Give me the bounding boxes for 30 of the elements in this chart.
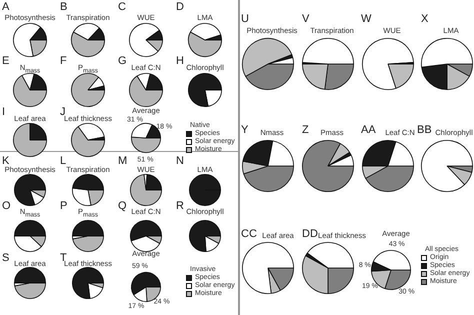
text: E [2,55,10,67]
text: S [2,252,10,264]
text: O [2,200,11,212]
text: H [176,55,184,67]
text: I [2,106,6,118]
text: DD [302,228,318,240]
text: W [361,13,372,25]
text: A [2,1,10,13]
text: BB [417,124,432,136]
text: Z [302,124,309,136]
text: Q [118,200,127,212]
text: R [176,200,184,212]
text: Y [241,124,248,136]
text: V [302,13,310,25]
text: X [421,13,428,25]
text: K [2,155,10,167]
text: M [118,155,128,167]
text: B [60,1,68,13]
text: P [60,200,68,212]
text: CC [241,228,257,240]
text: L [60,155,66,167]
text: T [60,252,67,264]
text: J [60,106,66,118]
text: AA [361,124,376,136]
text: D [176,1,184,13]
text: N [176,155,184,167]
text: F [60,55,67,67]
text: U [241,13,249,25]
text: C [118,1,126,13]
text: G [118,55,127,67]
